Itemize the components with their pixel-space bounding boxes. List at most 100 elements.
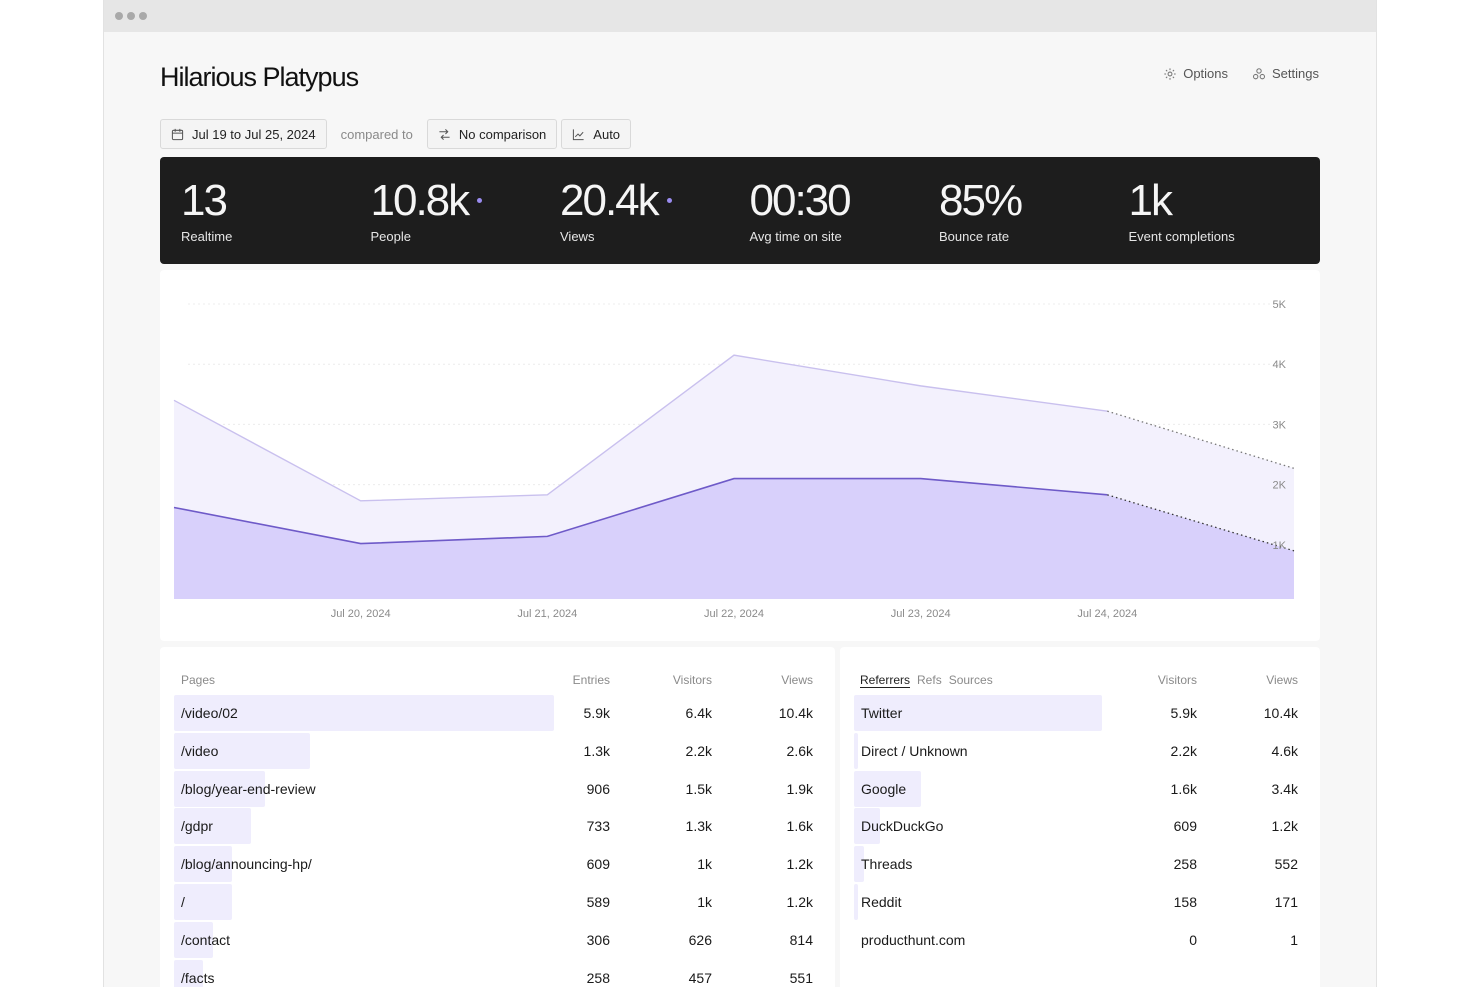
row-visitors: 1.3k bbox=[685, 818, 712, 835]
tab-refs[interactable]: Refs bbox=[917, 673, 942, 687]
stat-value-text: 85% bbox=[939, 176, 1023, 225]
site-title: Hilarious Platypus bbox=[160, 61, 359, 92]
row-share-bar bbox=[174, 695, 554, 731]
interval-label: Auto bbox=[593, 126, 621, 142]
ref-views-column-header[interactable]: Views bbox=[1266, 673, 1298, 687]
row-name[interactable]: /blog/announcing-hp/ bbox=[181, 856, 312, 873]
series-0-line[interactable] bbox=[173, 354, 1108, 502]
settings-icon bbox=[1252, 67, 1266, 79]
row-share-bar bbox=[854, 732, 858, 769]
page-header: Hilarious Platypus Options Settings bbox=[160, 32, 1320, 117]
row-name[interactable]: /video/02 bbox=[181, 705, 238, 721]
window-control-dot[interactable] bbox=[127, 12, 135, 20]
y-tick-label: 1K bbox=[1273, 540, 1287, 552]
table-row[interactable]: Twitter 5.9k 10.4k bbox=[840, 695, 1320, 731]
table-row[interactable]: Reddit 158 171 bbox=[840, 884, 1320, 920]
views-column-header[interactable]: Views bbox=[781, 673, 813, 687]
row-name[interactable]: /facts bbox=[181, 969, 215, 986]
row-share-bar bbox=[854, 695, 1102, 731]
table-row[interactable]: Google 1.6k 3.4k bbox=[840, 770, 1320, 807]
row-visitors: 1k bbox=[697, 856, 712, 873]
y-tick-label: 3K bbox=[1273, 419, 1287, 431]
settings-button[interactable]: Settings bbox=[1252, 66, 1319, 81]
traffic-chart-svg[interactable]: 1K 2K 3K 4K 5K Jul 20, 2024 Jul 21, 2024 Jul 22… bbox=[160, 270, 1320, 641]
table-row[interactable]: Direct / Unknown 2.2k 4.6k bbox=[840, 732, 1320, 769]
table-row[interactable]: /gdpr 733 1.3k 1.6k bbox=[160, 808, 835, 845]
table-row[interactable]: DuckDuckGo 609 1.2k bbox=[840, 808, 1320, 845]
row-share-bar bbox=[174, 770, 265, 807]
row-name[interactable]: /video bbox=[181, 742, 219, 759]
row-name[interactable]: / bbox=[181, 894, 185, 910]
stat-label: Avg time on site bbox=[749, 229, 842, 244]
stat-avg-time-on-site[interactable]: 00:30 Avg time on site bbox=[750, 176, 940, 264]
row-name[interactable]: DuckDuckGo bbox=[861, 818, 944, 835]
row-entries: 306 bbox=[586, 931, 610, 948]
tab-referrers[interactable]: Referrers bbox=[860, 673, 911, 687]
table-row[interactable]: /facts 258 457 551 bbox=[160, 959, 835, 987]
window-titlebar bbox=[104, 0, 1376, 32]
series-1-line[interactable] bbox=[173, 477, 1108, 545]
table-row[interactable]: producthunt.com 0 1 bbox=[840, 922, 1320, 958]
options-button[interactable]: Options bbox=[1163, 66, 1228, 81]
date-range-picker[interactable]: Jul 19 to Jul 25, 2024 bbox=[160, 119, 327, 149]
row-share-bar bbox=[174, 732, 310, 769]
pages-column-header[interactable]: Pages bbox=[181, 673, 216, 687]
row-entries: 258 bbox=[586, 969, 610, 986]
entries-column-header[interactable]: Entries bbox=[572, 673, 610, 687]
stats-bar: 13 Realtime 10.8k People 20.4k Views 00:30 Avg … bbox=[160, 157, 1320, 264]
table-row[interactable]: /blog/year-end-review 906 1.5k 1.9k bbox=[160, 770, 835, 807]
stat-value: 13 bbox=[181, 176, 371, 226]
y-tick-label: 2K bbox=[1273, 480, 1287, 492]
row-name[interactable]: /contact bbox=[181, 931, 231, 948]
row-entries: 733 bbox=[586, 818, 610, 835]
header-actions: Options Settings bbox=[1163, 66, 1319, 81]
row-share-bar bbox=[174, 959, 204, 987]
row-share-bar bbox=[854, 770, 922, 807]
row-visitors: 5.9k bbox=[1170, 705, 1197, 721]
series-1-projection-line bbox=[1107, 494, 1295, 552]
visitors-column-header[interactable]: Visitors bbox=[672, 673, 712, 687]
row-views: 1.2k bbox=[786, 894, 813, 910]
stat-people[interactable]: 10.8k People bbox=[371, 176, 561, 264]
row-name[interactable]: Direct / Unknown bbox=[861, 742, 968, 759]
table-row[interactable]: Threads 258 552 bbox=[840, 846, 1320, 883]
stat-event-completions[interactable]: 1k Event completions bbox=[1129, 176, 1319, 264]
stat-label: Bounce rate bbox=[939, 229, 1010, 244]
row-name[interactable]: Twitter bbox=[861, 705, 903, 721]
comparison-label: No comparison bbox=[458, 126, 547, 142]
table-row[interactable]: /blog/announcing-hp/609 1k 1.2k bbox=[160, 846, 835, 883]
row-name[interactable]: producthunt.com bbox=[861, 931, 966, 948]
interval-selector[interactable]: Auto bbox=[561, 119, 632, 149]
window-control-dot[interactable] bbox=[115, 12, 123, 20]
stat-label: Event completions bbox=[1128, 229, 1235, 244]
table-row[interactable]: /contact 306 626 814 bbox=[160, 921, 835, 958]
stat-realtime[interactable]: 13 Realtime bbox=[181, 176, 371, 264]
table-row[interactable]: /video 1.3k 2.2k 2.6k bbox=[160, 732, 835, 769]
row-visitors: 2.2k bbox=[685, 742, 712, 759]
row-views: 4.6k bbox=[1271, 742, 1298, 759]
row-name[interactable]: Google bbox=[861, 780, 907, 797]
compare-arrows-icon bbox=[439, 128, 450, 140]
referrers-panel: Referrers Refs Sources Visitors Views Tw… bbox=[840, 647, 1320, 987]
row-visitors: 0 bbox=[1189, 931, 1197, 948]
tab-sources[interactable]: Sources bbox=[948, 673, 993, 687]
table-row[interactable]: /video/02 5.9k 6.4k 10.4k bbox=[160, 695, 835, 731]
series-0-projection-line bbox=[1107, 410, 1295, 469]
gear-icon bbox=[1164, 67, 1176, 80]
row-views: 1.6k bbox=[786, 818, 813, 835]
row-name[interactable]: /gdpr bbox=[181, 818, 213, 835]
window-control-dot[interactable] bbox=[139, 12, 147, 20]
stat-views[interactable]: 20.4k Views bbox=[560, 176, 750, 264]
table-row[interactable]: / 589 1k 1.2k bbox=[160, 884, 835, 920]
stat-value: 20.4k bbox=[560, 176, 750, 226]
row-name[interactable]: Threads bbox=[861, 856, 913, 873]
row-entries: 5.9k bbox=[583, 705, 610, 721]
row-name[interactable]: /blog/year-end-review bbox=[181, 780, 316, 797]
x-tick-label: Jul 23, 2024 bbox=[891, 608, 951, 620]
traffic-chart: 1K 2K 3K 4K 5K Jul 20, 2024 Jul 21, 2024 Jul 22… bbox=[160, 270, 1320, 641]
ref-visitors-column-header[interactable]: Visitors bbox=[1157, 673, 1197, 687]
row-name[interactable]: Reddit bbox=[861, 894, 902, 910]
stat-bounce-rate[interactable]: 85% Bounce rate bbox=[939, 176, 1129, 264]
stat-label: Realtime bbox=[181, 229, 233, 244]
comparison-selector[interactable]: No comparison bbox=[426, 119, 558, 149]
